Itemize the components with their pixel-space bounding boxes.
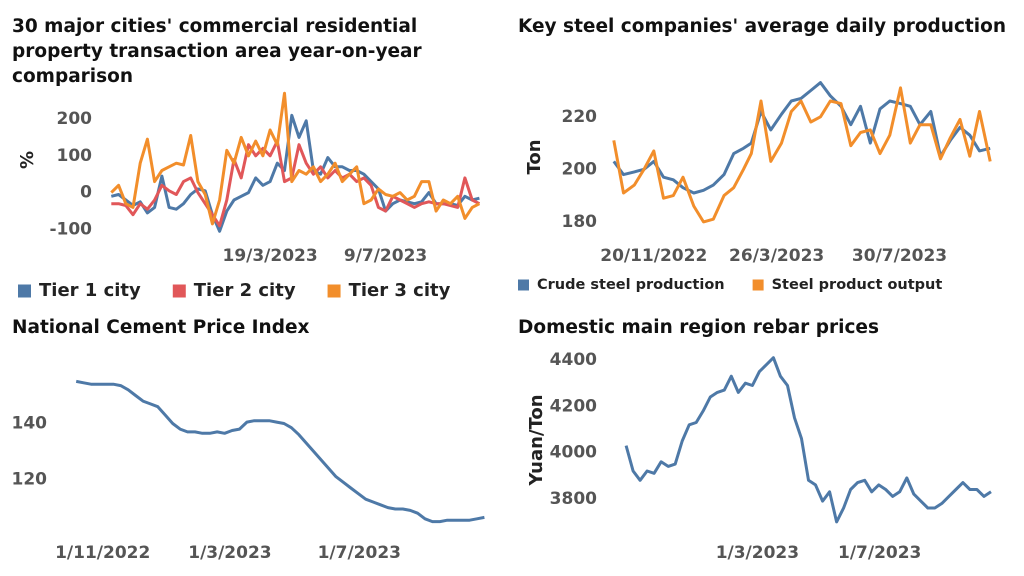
y-axis-label: % — [17, 151, 38, 169]
legend-label: Crude steel production — [537, 277, 725, 293]
legend-label: Tier 3 city — [349, 280, 451, 301]
chart-title: Domestic main region rebar prices — [518, 317, 879, 338]
line — [612, 86, 992, 224]
x-tick-label: 1/3/2023 — [188, 543, 271, 563]
y-tick-label: -100 — [49, 219, 92, 239]
line — [111, 139, 481, 228]
y-tick-label: 4400 — [550, 350, 597, 370]
x-tick-label: 20/11/2022 — [600, 246, 707, 266]
x-tick-label: 1/7/2023 — [318, 543, 401, 563]
x-tick-label: 1/3/2023 — [716, 543, 799, 563]
legend-swatch — [327, 284, 341, 298]
x-tick-label: 19/3/2023 — [222, 246, 317, 266]
y-tick-label: 200 — [57, 109, 93, 129]
line — [624, 356, 992, 524]
legend-swatch — [752, 279, 764, 291]
chart-title: National Cement Price Index — [12, 317, 310, 338]
y-tick-label: 0 — [80, 183, 92, 203]
chart-title: Key steel companies' average daily produ… — [518, 16, 1007, 37]
legend-label: Tier 2 city — [194, 280, 296, 301]
legend-swatch — [518, 279, 529, 291]
x-tick-label: 9/7/2023 — [344, 246, 427, 266]
chart-title: 30 major cities' commercial residential … — [12, 16, 422, 87]
line — [75, 379, 485, 524]
legend-label: Tier 1 city — [39, 280, 141, 301]
legend-swatch — [172, 284, 186, 298]
y-tick-label: 120 — [12, 470, 48, 490]
x-tick-label: 1/11/2022 — [55, 543, 150, 563]
line — [612, 81, 991, 195]
line — [110, 113, 480, 233]
y-tick-label: 100 — [57, 146, 93, 166]
y-axis-label: Yuan/Ton — [526, 394, 547, 486]
y-tick-label: 3800 — [550, 489, 597, 509]
line — [110, 91, 481, 226]
legend-label: Steel product output — [772, 277, 943, 293]
y-tick-label: 180 — [562, 212, 598, 232]
y-tick-label: 4200 — [550, 396, 597, 416]
legend-swatch — [18, 284, 31, 298]
x-tick-label: 26/3/2023 — [729, 246, 824, 266]
y-tick-label: 200 — [562, 159, 598, 179]
y-tick-label: 220 — [562, 107, 598, 127]
x-tick-label: 1/7/2023 — [838, 543, 921, 563]
y-tick-label: 4000 — [550, 443, 597, 463]
x-tick-label: 30/7/2023 — [852, 246, 947, 266]
y-tick-label: 140 — [12, 413, 48, 433]
y-axis-label: Ton — [524, 139, 545, 174]
